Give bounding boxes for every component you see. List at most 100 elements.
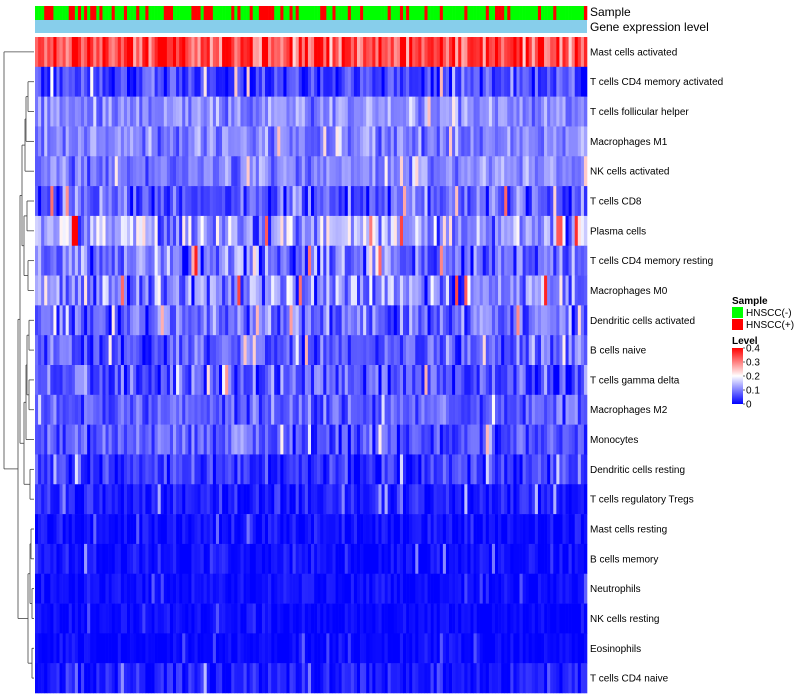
heatmap-cell: [301, 66, 306, 97]
heatmap-cell: [38, 603, 42, 634]
heatmap-cell: [87, 186, 91, 217]
heatmap-cell: [568, 37, 572, 68]
heatmap-cell: [53, 603, 57, 634]
heatmap-cell: [320, 514, 324, 545]
heatmap-cell: [163, 663, 168, 694]
heatmap-cell: [381, 603, 385, 634]
heatmap-cell: [329, 37, 333, 68]
heatmap-cell: [44, 633, 48, 664]
heatmap-cell: [403, 484, 407, 515]
heatmap-cell: [442, 275, 447, 306]
heatmap-cell: [384, 424, 388, 455]
heatmap-cell: [347, 186, 352, 217]
row-label: T cells gamma delta: [590, 375, 680, 386]
heatmap-cell: [62, 424, 66, 455]
heatmap-cell: [87, 543, 91, 575]
heatmap-cell: [68, 603, 73, 634]
heatmap-cell: [583, 245, 588, 276]
heatmap-cell: [541, 573, 545, 604]
heatmap-cell: [47, 365, 51, 396]
heatmap-cell: [163, 394, 168, 425]
heatmap-cell: [237, 186, 241, 217]
heatmap-cell: [200, 215, 204, 247]
heatmap-cell: [485, 335, 490, 366]
heatmap-cell: [495, 603, 499, 634]
heatmap-cell: [534, 365, 539, 396]
heatmap-cell: [476, 365, 480, 396]
heatmap-cell: [470, 275, 474, 306]
heatmap-cell: [390, 305, 395, 336]
heatmap-cell: [439, 275, 444, 306]
heatmap-cell: [185, 514, 189, 545]
heatmap-cell: [525, 543, 530, 575]
heatmap-cell: [504, 424, 508, 455]
heatmap-cell: [341, 424, 346, 455]
heatmap-cell: [90, 215, 94, 247]
heatmap-cell: [329, 454, 333, 485]
heatmap-cell: [90, 245, 94, 276]
heatmap-cell: [114, 186, 119, 217]
heatmap-cell: [87, 514, 91, 545]
heatmap-cell: [197, 424, 201, 455]
heatmap-cell: [335, 514, 339, 545]
heatmap-cell: [65, 424, 70, 455]
heatmap-cell: [148, 96, 152, 127]
heatmap-cell: [357, 245, 361, 276]
heatmap-cell: [243, 66, 247, 97]
sample-annotation-cell: [133, 6, 137, 20]
heatmap-cell: [59, 633, 63, 664]
heatmap-cell: [550, 335, 554, 366]
heatmap-cell: [96, 573, 100, 604]
heatmap-cell: [498, 245, 502, 276]
heatmap-cell: [344, 573, 349, 604]
heatmap-cell: [559, 603, 563, 634]
heatmap-cell: [458, 394, 462, 425]
heatmap-cell: [445, 186, 450, 217]
heatmap-cell: [301, 543, 306, 575]
heatmap-cell: [344, 96, 349, 127]
heatmap-cell: [445, 126, 450, 157]
heatmap-cell: [38, 335, 42, 366]
heatmap-cell: [547, 543, 551, 575]
heatmap-cell: [323, 156, 327, 187]
heatmap-cell: [504, 66, 508, 97]
heatmap-cell: [295, 394, 300, 425]
heatmap-cell: [537, 186, 542, 217]
heatmap-cell: [501, 335, 505, 366]
sample-annotation-cell: [507, 6, 511, 20]
heatmap-cell: [62, 66, 66, 97]
heatmap-cell: [403, 543, 407, 575]
sample-annotation-cell: [473, 6, 477, 20]
row-label: Neutrophils: [590, 584, 641, 595]
heatmap-cell: [268, 454, 272, 485]
heatmap-cell: [240, 37, 244, 68]
heatmap-cell: [311, 365, 315, 396]
heatmap-cell: [574, 663, 579, 694]
heatmap-cell: [188, 454, 192, 485]
heatmap-cell: [215, 335, 220, 366]
heatmap-cell: [412, 424, 416, 455]
heatmap-cell: [577, 663, 582, 694]
heatmap-cell: [433, 365, 438, 396]
sample-annotation-cell: [332, 6, 336, 20]
heatmap-cell: [399, 663, 404, 694]
heatmap-cell: [525, 663, 530, 694]
heatmap-cell: [173, 335, 177, 366]
heatmap-cell: [491, 215, 496, 247]
heatmap-cell: [289, 603, 293, 634]
heatmap-cell: [479, 603, 484, 634]
heatmap-cell: [304, 573, 309, 604]
heatmap-cell: [163, 156, 168, 187]
heatmap-cell: [154, 215, 158, 247]
heatmap-cell: [240, 96, 244, 127]
heatmap-cell: [166, 96, 171, 127]
heatmap-cell: [464, 394, 468, 425]
heatmap-cell: [111, 424, 116, 455]
heatmap-cell: [111, 603, 116, 634]
heatmap-cell: [550, 603, 554, 634]
heatmap-cell: [209, 663, 214, 694]
heatmap-cell: [399, 633, 404, 664]
sample-annotation-cell: [234, 6, 238, 20]
heatmap-cell: [396, 394, 401, 425]
heatmap-cell: [510, 335, 514, 366]
